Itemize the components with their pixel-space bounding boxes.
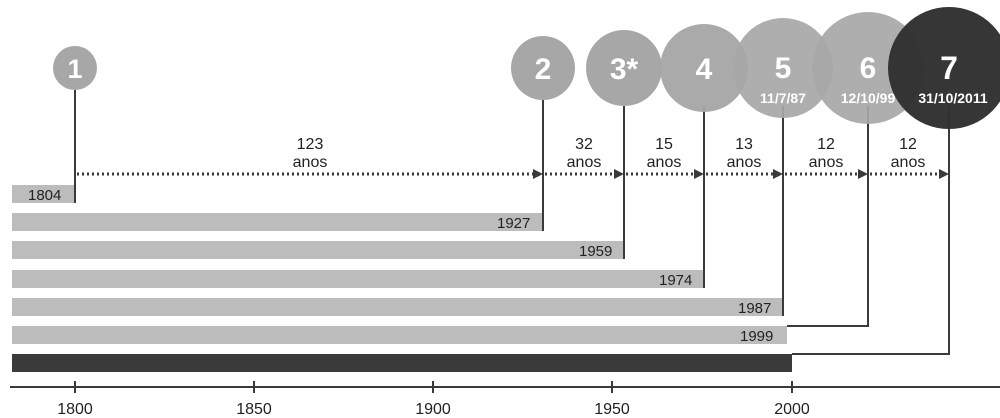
milestone-date-7: 31/10/2011	[918, 90, 988, 106]
arrowhead-2	[614, 169, 624, 179]
bar-year-label-2: 1927	[497, 215, 530, 232]
milestone-circle-4	[660, 24, 748, 112]
interval-unit-2: anos	[567, 154, 602, 171]
interval-unit-6: anos	[891, 154, 926, 171]
bar-3	[12, 241, 624, 259]
bar-4	[12, 270, 704, 288]
milestone-circles	[53, 7, 1000, 129]
milestone-circle-5	[733, 18, 833, 118]
interval-value-2: 32	[575, 136, 593, 153]
bar-year-labels: 1804 1927 1959 1974 1987 1999	[28, 187, 773, 345]
time-axis: 1800 1850 1900 1950 2000	[10, 381, 1000, 418]
axis-label-1950: 1950	[594, 401, 630, 418]
interval-value-5: 12	[817, 136, 835, 153]
arrowhead-6	[939, 169, 949, 179]
arrowhead-1	[533, 169, 543, 179]
connector-6	[787, 106, 869, 327]
arrowhead-4	[773, 169, 783, 179]
milestone-circle-1	[53, 46, 97, 90]
milestone-number-6: 6	[860, 52, 877, 85]
interval-labels: 123 anos 32 anos 15 anos 13 anos 12 anos…	[293, 136, 926, 171]
bar-year-label-5: 1987	[738, 300, 771, 317]
interval-arrowheads	[533, 169, 949, 179]
interval-value-3: 15	[655, 136, 673, 153]
milestone-circle-3	[586, 30, 662, 106]
bar-year-label-1: 1804	[28, 187, 61, 204]
interval-value-1: 123	[297, 136, 324, 153]
milestone-number-2: 2	[535, 53, 552, 86]
milestone-number-7: 7	[940, 50, 958, 86]
milestone-date-6: 12/10/99	[841, 90, 896, 106]
interval-unit-1: anos	[293, 154, 328, 171]
milestone-number-1: 1	[67, 54, 82, 84]
arrowhead-3	[694, 169, 704, 179]
interval-value-4: 13	[735, 136, 753, 153]
bar-6	[12, 326, 787, 344]
bar-5	[12, 298, 783, 316]
milestone-number-3: 3*	[610, 53, 639, 86]
arrowhead-5	[858, 169, 868, 179]
interval-value-6: 12	[899, 136, 917, 153]
axis-label-2000: 2000	[774, 401, 810, 418]
bar-1	[12, 185, 75, 203]
bar-2	[12, 213, 543, 231]
milestone-number-5: 5	[775, 52, 792, 85]
axis-label-1900: 1900	[415, 401, 451, 418]
milestone-date-5: 11/7/87	[760, 90, 806, 106]
interval-unit-4: anos	[727, 154, 762, 171]
connector-7	[792, 106, 950, 355]
axis-label-1850: 1850	[236, 401, 272, 418]
interval-unit-3: anos	[647, 154, 682, 171]
milestone-labels: 1 2 3* 4 5 11/7/87 6 12/10/99 7 31/10/20…	[67, 50, 987, 106]
bar-year-label-3: 1959	[579, 243, 612, 260]
bars-group	[12, 185, 792, 372]
milestone-number-4: 4	[696, 53, 713, 86]
bar-year-label-4: 1974	[659, 272, 692, 289]
interval-unit-5: anos	[809, 154, 844, 171]
axis-label-1800: 1800	[57, 401, 93, 418]
bar-7	[12, 354, 792, 372]
connector-lines	[74, 90, 950, 355]
bar-year-label-6: 1999	[740, 328, 773, 345]
milestone-circle-7	[888, 7, 1000, 129]
milestone-circle-2	[511, 36, 575, 100]
